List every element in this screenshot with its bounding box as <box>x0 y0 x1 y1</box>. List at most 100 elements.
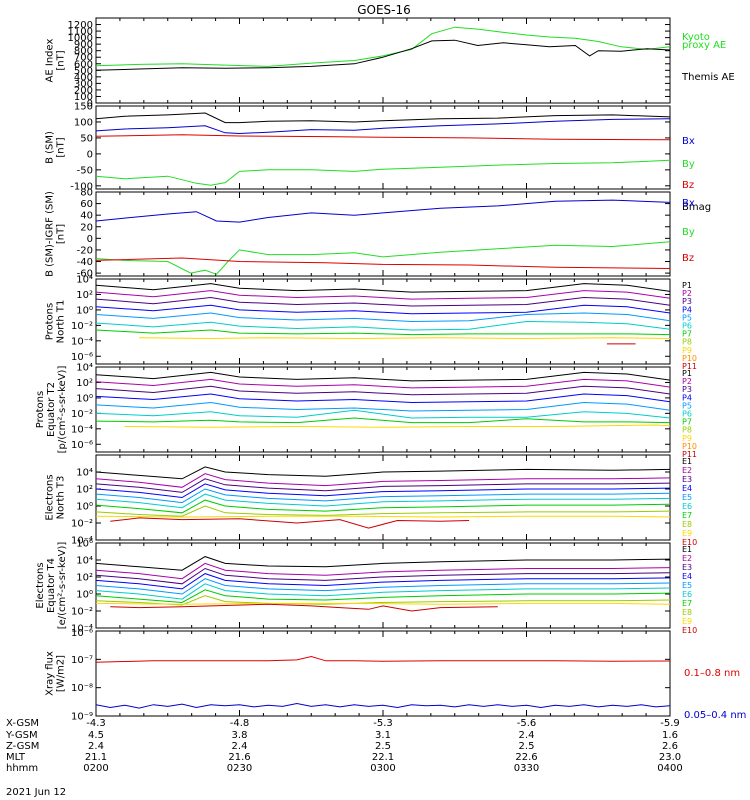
y-tick-label: 10⁴ <box>76 275 93 286</box>
series-line-0 <box>96 26 670 67</box>
series-line-3 <box>96 483 670 499</box>
panel-frame <box>95 191 671 277</box>
series-line-4 <box>96 488 670 504</box>
series-line-2 <box>96 385 670 396</box>
series-line-9 <box>110 603 498 612</box>
series-line-1 <box>96 378 670 389</box>
y-axis-label: Electrons <box>35 562 46 608</box>
series-line-1 <box>96 562 670 580</box>
legend-entry: E9 <box>682 617 692 626</box>
series-group <box>96 466 670 529</box>
y-tick-label: 10⁻⁶ <box>71 628 93 639</box>
x-tick-label: 23.0 <box>659 752 681 763</box>
x-tick-label: 0400 <box>657 763 682 774</box>
y-tick-label: 10⁶ <box>76 539 93 550</box>
y-axis-label: B (SM)-IGRF (SM) <box>45 191 56 277</box>
legend-entry: E5 <box>682 493 692 502</box>
y-axis-label: AE Index <box>45 38 56 82</box>
x-tick-label: -5.9 <box>660 718 680 729</box>
legend-entry: Bz <box>682 180 694 191</box>
x-tick-label: 2.5 <box>519 741 535 752</box>
legend-entry: E2 <box>682 466 692 475</box>
series-group <box>96 26 670 71</box>
series-line-0 <box>96 466 670 480</box>
y-tick-label: 10⁻² <box>71 409 93 420</box>
series-line-1 <box>96 118 670 135</box>
series-group <box>96 556 670 612</box>
legend-entry: P10 <box>682 442 697 451</box>
x-tick-label: 0330 <box>514 763 539 774</box>
legend-entry: 0.1–0.8 nm <box>684 668 740 679</box>
legend-entry: P7 <box>682 418 692 427</box>
y-tick-label: 10⁰ <box>76 502 93 513</box>
panels: 0100200300400500600700800900100011001200… <box>35 17 746 723</box>
y-tick-label: 80 <box>80 188 93 199</box>
y-tick-label: 150 <box>74 102 93 113</box>
legend-entry: P2 <box>682 289 692 298</box>
legend-entry: P8 <box>682 426 692 435</box>
legend-entry: P11 <box>682 450 697 459</box>
y-tick-label: -60 <box>77 269 93 280</box>
y-tick-label: 500 <box>74 66 93 77</box>
series-line-3 <box>96 304 670 315</box>
series-line-4 <box>96 312 670 323</box>
y-axis-label: [nT] <box>56 50 67 70</box>
y-tick-label: 10⁴ <box>76 468 93 479</box>
panel-b-sm: -100 -50 0 50 100 150 B (SM) [nT] Bx By Bz Bmag <box>45 102 712 214</box>
y-tick-label: 10⁻⁹ <box>71 712 93 723</box>
x-tick-label: 1.6 <box>662 730 678 741</box>
legend-entry: E4 <box>682 484 692 493</box>
series-line-8 <box>96 515 670 518</box>
legend-entry: proxy AE <box>682 40 726 51</box>
y-tick-label: 10² <box>76 485 93 496</box>
y-tick-label: 10⁻⁴ <box>71 336 93 347</box>
legend-entry: P4 <box>682 305 692 314</box>
y-tick-label: 10⁻⁸ <box>71 683 93 694</box>
y-tick-label: 10⁻² <box>71 321 93 332</box>
x-row-label: Y-GSM <box>5 730 38 741</box>
series-group <box>96 283 670 345</box>
legend-entry: By <box>682 227 695 238</box>
x-tick-label: 22.1 <box>372 752 394 763</box>
x-tick-label: -5.6 <box>517 718 537 729</box>
x-tick-label: 2.5 <box>375 741 391 752</box>
legend-entry: P10 <box>682 354 697 363</box>
panel-protons-north: 10⁻⁶ 10⁻⁴ 10⁻² 10⁰ 10² 10⁴ Protons North T1 P1P2… <box>45 275 698 372</box>
series-line-7 <box>139 337 670 340</box>
legend-entry: P9 <box>682 434 692 443</box>
legend-entry: P5 <box>682 401 692 410</box>
legend-entry: E1 <box>682 457 692 466</box>
y-tick-label: 10⁴ <box>76 363 93 374</box>
y-tick-label: -50 <box>77 165 93 176</box>
series-line-9 <box>110 517 470 529</box>
legend-entry: E10 <box>682 626 697 635</box>
series-line-2 <box>96 257 670 269</box>
legend-entry: Themis AE <box>681 72 735 83</box>
legend-entry: E1 <box>682 545 692 554</box>
y-axis-label: Equator T2 <box>46 382 57 437</box>
series-group <box>96 371 670 428</box>
panel-frame <box>95 542 671 629</box>
series-line-0 <box>96 655 670 663</box>
legend-entry: Bx <box>682 198 695 209</box>
legend-entry: E5 <box>682 581 692 590</box>
legend-entry: Bx <box>682 136 695 147</box>
legend-entry: E7 <box>682 599 692 608</box>
y-tick-label: 600 <box>74 59 93 70</box>
y-axis-label: Xray flux <box>45 651 56 696</box>
legend-entry: E6 <box>682 502 692 511</box>
y-axis-label: [W/m2] <box>56 655 67 692</box>
y-axis-label: Protons <box>45 303 56 340</box>
legend-entry: E8 <box>682 608 692 617</box>
series-line-6 <box>96 329 670 336</box>
x-tick-label: 3.8 <box>232 730 248 741</box>
x-row-label: MLT <box>6 752 26 763</box>
series-line-8 <box>96 602 670 605</box>
series-line-6 <box>96 417 670 424</box>
panel-electrons-north: 10⁻⁴ 10⁻² 10⁰ 10² 10⁴ Electrons North T3 E1E2E3… <box>45 454 697 547</box>
x-tick-label: -4.8 <box>230 718 250 729</box>
date-label: 2021 Jun 12 <box>6 787 66 798</box>
series-line-0 <box>96 199 670 223</box>
y-tick-label: -20 <box>77 245 93 256</box>
series-line-6 <box>96 499 670 514</box>
